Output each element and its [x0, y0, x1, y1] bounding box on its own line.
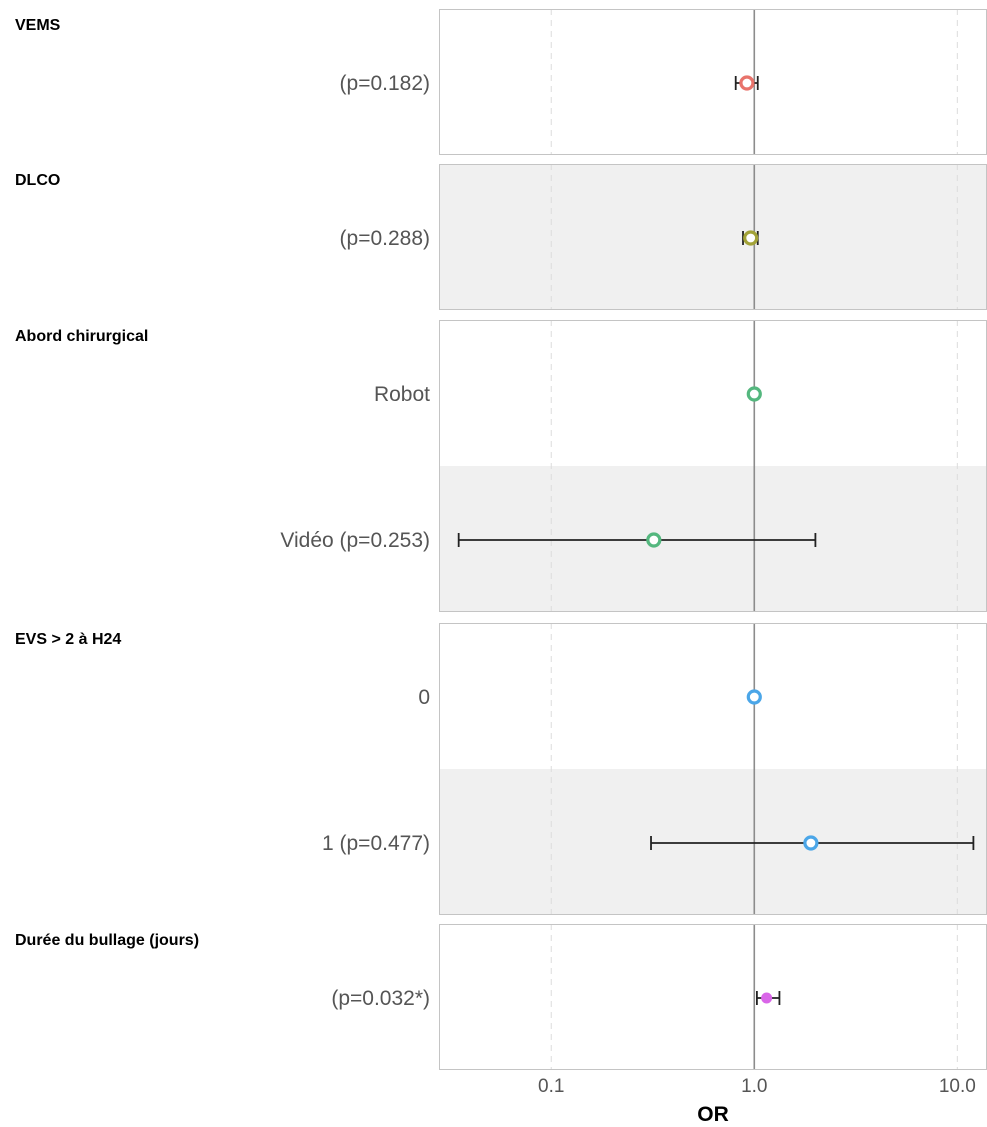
x-tick-label: 1.0 — [741, 1076, 767, 1097]
estimate-point — [743, 230, 759, 246]
row-label: (p=0.032*) — [331, 987, 430, 1010]
panel-group: DLCO (p=0.288) — [15, 164, 987, 310]
group-title: Abord chirurgical — [15, 328, 148, 345]
panel-group: Abord chirurgical Robot Vidéo (p=0.253) — [15, 320, 987, 612]
estimate-point — [739, 75, 755, 91]
row-stripe — [439, 466, 987, 612]
panel-group: EVS > 2 à H24 0 1 (p=0.477) — [15, 623, 987, 915]
estimate-point — [803, 835, 819, 851]
group-title: DLCO — [15, 172, 60, 189]
row-stripe — [439, 769, 987, 915]
row-label: (p=0.288) — [340, 227, 430, 250]
group-title: Durée du bullage (jours) — [15, 932, 199, 949]
estimate-point — [746, 689, 762, 705]
group-title: EVS > 2 à H24 — [15, 631, 121, 648]
x-tick-label: 0.1 — [538, 1076, 564, 1097]
row-label: Vidéo (p=0.253) — [280, 529, 430, 552]
estimate-point — [746, 386, 762, 402]
panel-border — [439, 9, 987, 155]
row-label: 1 (p=0.477) — [322, 832, 430, 855]
row-label: Robot — [374, 383, 430, 406]
group-title: VEMS — [15, 17, 61, 34]
x-axis-title: OR — [697, 1103, 729, 1126]
row-label: 0 — [418, 686, 430, 709]
estimate-point — [761, 992, 773, 1004]
panel-group: VEMS (p=0.182) — [15, 9, 987, 155]
row-stripe — [439, 164, 987, 310]
panel-group: Durée du bullage (jours) (p=0.032*) — [15, 924, 987, 1070]
panel-border — [439, 924, 987, 1070]
x-tick-label: 10.0 — [939, 1076, 976, 1097]
estimate-point — [646, 532, 662, 548]
row-label: (p=0.182) — [340, 72, 430, 95]
